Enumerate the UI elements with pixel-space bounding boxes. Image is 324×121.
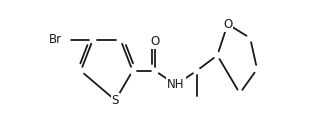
Text: NH: NH — [167, 78, 185, 91]
Text: O: O — [223, 18, 232, 31]
Text: S: S — [112, 94, 119, 107]
Text: Br: Br — [49, 33, 62, 46]
Text: O: O — [150, 35, 160, 48]
